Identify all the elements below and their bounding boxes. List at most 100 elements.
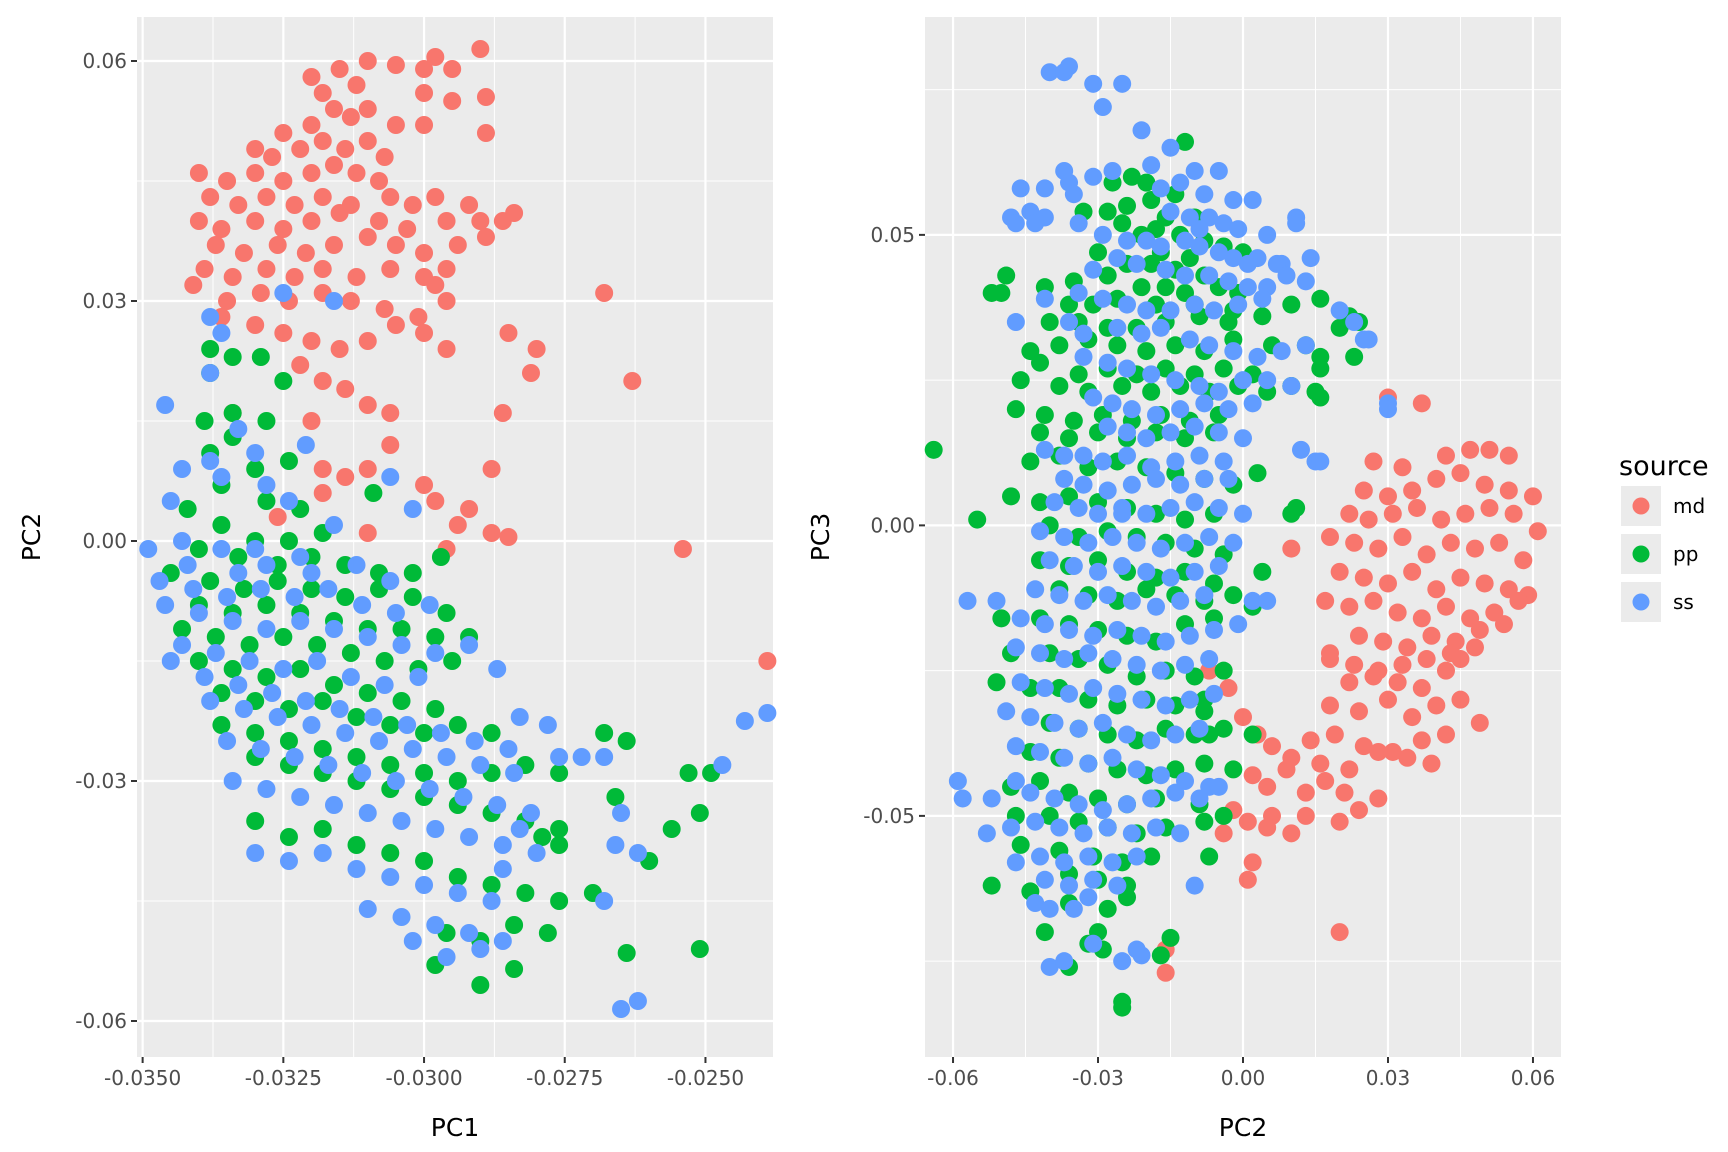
data-point-md [1330, 812, 1349, 831]
data-point-ss [1045, 493, 1064, 512]
data-point-md [1364, 452, 1383, 471]
data-point-ss [403, 500, 422, 518]
data-point-pp [1282, 504, 1301, 523]
data-point-ss [189, 604, 208, 622]
data-point-ss [223, 772, 242, 790]
data-point-md [229, 196, 248, 214]
data-point-ss [505, 764, 524, 782]
data-point-md [212, 220, 231, 238]
y-tick-label: -0.03 [75, 769, 127, 793]
data-point-pp [229, 548, 248, 566]
data-point-md [1277, 760, 1296, 779]
y-tick-label: 0.00 [870, 513, 915, 537]
data-point-md [1262, 737, 1281, 756]
data-point-ss [982, 789, 1001, 808]
data-point-ss [1200, 528, 1219, 546]
y-tick-label: -0.06 [75, 1009, 127, 1033]
data-point-ss [1185, 295, 1204, 314]
data-point-pp [178, 500, 197, 518]
data-point-pp [1142, 847, 1161, 866]
data-point-ss [1103, 161, 1122, 180]
data-point-ss [381, 868, 400, 886]
data-point-pp [313, 692, 332, 710]
data-point-ss [713, 756, 732, 774]
data-point-md [223, 268, 242, 286]
data-point-pp [1035, 923, 1054, 942]
y-tick-label: 0.00 [82, 529, 127, 553]
data-point-ss [1055, 469, 1074, 488]
data-point-ss [1161, 202, 1180, 221]
data-point-md [381, 260, 400, 278]
data-point-md [1238, 812, 1257, 831]
data-point-ss [448, 884, 467, 902]
data-point-ss [251, 580, 270, 598]
data-point-ss [358, 900, 377, 918]
data-point-ss [223, 612, 242, 630]
data-point-ss [1171, 400, 1190, 419]
data-point-ss [1089, 504, 1108, 523]
data-point-md [443, 60, 462, 78]
data-point-ss [1093, 713, 1112, 732]
x-tick-label: -0.0350 [104, 1066, 181, 1090]
data-point-pp [1214, 359, 1233, 378]
data-point-md [1528, 522, 1547, 541]
data-point-ss [381, 468, 400, 486]
data-point-ss [1234, 504, 1252, 523]
data-point-pp [1311, 359, 1330, 378]
data-point-ss [291, 612, 310, 630]
data-point-ss [1103, 748, 1122, 767]
data-point-pp [313, 740, 332, 758]
data-point-md [1301, 731, 1320, 750]
data-point-md [448, 516, 467, 534]
data-point-ss [460, 924, 479, 942]
data-point-ss [1118, 795, 1137, 814]
data-point-md [251, 284, 270, 302]
data-point-md [257, 260, 276, 278]
data-point-ss [426, 820, 445, 838]
data-point-ss [1234, 429, 1252, 448]
data-point-ss [1180, 690, 1199, 709]
data-point-ss [229, 564, 248, 582]
data-point-ss [195, 668, 214, 686]
data-point-pp [291, 660, 310, 678]
data-point-ss [1195, 469, 1214, 488]
data-point-pp [223, 660, 242, 678]
legend-label-md: md [1673, 494, 1705, 518]
data-point-ss [1161, 138, 1180, 157]
y-tick-label: 0.05 [870, 223, 915, 247]
data-point-md [274, 124, 293, 142]
data-point-ss [1074, 446, 1093, 465]
data-point-ss [628, 844, 647, 862]
data-point-ss [1185, 417, 1204, 436]
data-point-pp [924, 440, 943, 459]
data-point-ss [1209, 382, 1228, 401]
data-point-md [1349, 626, 1368, 645]
data-point-ss [1069, 214, 1088, 233]
data-point-ss [510, 820, 529, 838]
data-point-md [302, 332, 321, 350]
data-point-ss [471, 756, 490, 774]
data-point-md [1427, 580, 1446, 599]
data-point-ss [173, 636, 192, 654]
data-point-pp [1137, 580, 1156, 599]
data-point-ss [1166, 783, 1185, 802]
data-point-md [1475, 574, 1494, 593]
data-point-ss [1122, 400, 1141, 419]
data-point-ss [1229, 615, 1248, 634]
data-point-ss [460, 636, 479, 654]
data-point-ss [1142, 365, 1161, 384]
data-point-md [415, 324, 434, 342]
data-point-md [505, 204, 524, 222]
data-point-ss [1142, 156, 1161, 175]
data-point-md [1340, 673, 1359, 692]
data-point-ss [218, 732, 237, 750]
data-point-ss [1026, 894, 1045, 913]
data-point-ss [1026, 214, 1045, 233]
data-point-ss [1200, 266, 1219, 285]
data-point-ss [1093, 225, 1112, 244]
data-point-pp [324, 676, 343, 694]
data-point-ss [1137, 504, 1156, 523]
points [924, 57, 1547, 1017]
data-point-md [246, 140, 265, 158]
data-point-md [1412, 731, 1431, 750]
